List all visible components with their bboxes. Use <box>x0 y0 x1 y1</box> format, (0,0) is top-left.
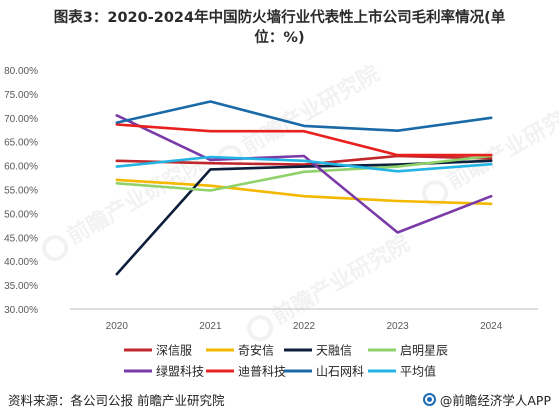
y-tick-label: 70.00% <box>4 114 38 125</box>
y-tick-label: 35.00% <box>4 281 38 292</box>
y-tick-label: 75.00% <box>4 90 38 101</box>
chart-title-line2: 位：%) <box>254 30 305 46</box>
x-tick-label: 2022 <box>293 321 316 332</box>
footer: 资料来源：各公司公报 前瞻产业研究院 @前瞻经济学人APP <box>0 388 559 410</box>
x-tick-label: 2021 <box>199 321 222 332</box>
legend-label: 山石网科 <box>316 365 364 379</box>
legend-label: 迪普科技 <box>238 365 286 379</box>
chart-title-line1: 图表3：2020-2024年中国防火墙行业代表性上市公司毛利率情况(单 <box>53 10 506 26</box>
y-tick-label: 45.00% <box>4 233 38 244</box>
y-tick-label: 65.00% <box>4 138 38 149</box>
brand-text: @前瞻经济学人APP <box>439 393 551 408</box>
series-line-山石网科 <box>115 100 493 132</box>
legend-label: 平均值 <box>400 364 436 379</box>
y-tick-label: 80.00% <box>4 66 38 77</box>
y-tick-label: 40.00% <box>4 257 38 268</box>
series-line-迪普科技 <box>115 123 493 157</box>
y-tick-label: 50.00% <box>4 209 38 220</box>
series-line-启明星辰 <box>115 154 493 192</box>
line-chart: 30.00% 35.00% 40.00% 45.00% 50.00% 55.00% 60.0… <box>4 66 538 379</box>
y-tick-label: 30.00% <box>4 305 38 316</box>
brand-credit: @前瞻经济学人APP <box>422 390 551 409</box>
series-line-平均值 <box>115 155 493 173</box>
source-note: 资料来源：各公司公报 前瞻产业研究院 <box>8 393 225 408</box>
series-line-绿盟科技 <box>115 114 493 234</box>
legend-label: 启明星辰 <box>400 344 448 358</box>
y-tick-label: 55.00% <box>4 186 38 197</box>
brand-logo-icon <box>422 393 436 406</box>
legend-label: 深信服 <box>156 344 192 358</box>
y-tick-label: 60.00% <box>4 162 38 173</box>
series-line-奇安信 <box>115 178 493 206</box>
series-line-深信服 <box>115 154 493 166</box>
x-tick-label: 2024 <box>480 321 503 332</box>
x-tick-label: 2023 <box>386 321 409 332</box>
legend-label: 绿盟科技 <box>156 364 204 379</box>
chart-title: 图表3：2020-2024年中国防火墙行业代表性上市公司毛利率情况(单 位：%) <box>0 8 559 48</box>
legend-label: 天融信 <box>316 344 352 358</box>
x-tick-label: 2020 <box>106 321 129 332</box>
legend-label: 奇安信 <box>238 343 274 358</box>
